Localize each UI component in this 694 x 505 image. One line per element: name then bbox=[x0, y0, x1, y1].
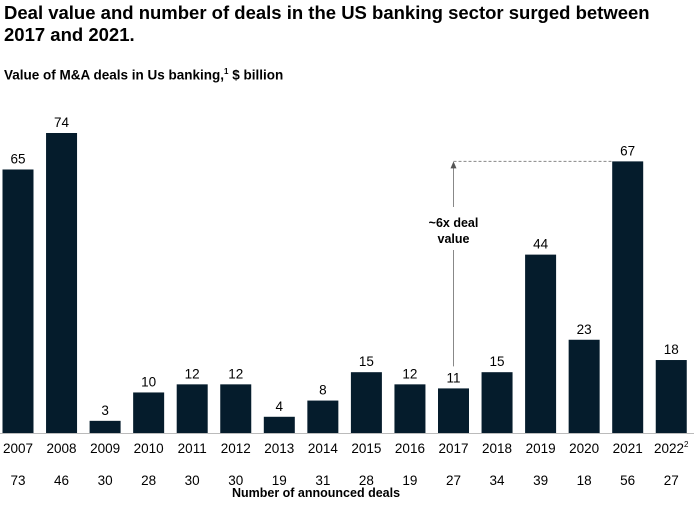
data-label-2020: 23 bbox=[577, 322, 592, 337]
subtitle-text: Value of M&A deals in Us banking, bbox=[4, 67, 225, 83]
data-label-2014: 8 bbox=[319, 383, 327, 398]
bar-2022 bbox=[655, 360, 687, 433]
data-label-2022: 18 bbox=[664, 342, 679, 357]
arrowhead-icon bbox=[450, 161, 457, 169]
data-label-2017: 11 bbox=[446, 370, 460, 385]
bar-2019 bbox=[525, 254, 557, 433]
bar-2013 bbox=[263, 416, 295, 433]
bar-2021 bbox=[612, 161, 644, 434]
bar-2015 bbox=[350, 372, 382, 433]
bar-2020 bbox=[568, 339, 600, 433]
deal-count-2017: 27 bbox=[446, 473, 461, 488]
annotation-text-2: value bbox=[438, 232, 470, 246]
chart-title: Deal value and number of deals in the US… bbox=[4, 2, 650, 45]
data-label-2011: 12 bbox=[185, 366, 200, 381]
subtitle-footnote: 1 bbox=[224, 67, 229, 76]
deal-count-2010: 28 bbox=[141, 473, 156, 488]
tick-label-2021: 2021 bbox=[613, 441, 643, 456]
deal-count-2014: 31 bbox=[315, 473, 330, 488]
data-label-2016: 12 bbox=[402, 366, 417, 381]
bar-2016 bbox=[394, 384, 426, 433]
tick-label-2012: 2012 bbox=[221, 441, 251, 456]
bar-2011 bbox=[176, 384, 208, 433]
tick-label-2009: 2009 bbox=[90, 441, 120, 456]
tick-label-2015: 2015 bbox=[351, 441, 381, 456]
chart-subtitle: Value of M&A deals in Us banking,1 $ bil… bbox=[4, 67, 283, 83]
data-label-2019: 44 bbox=[533, 237, 549, 252]
data-label-2007: 65 bbox=[10, 151, 25, 166]
deal-count-2016: 19 bbox=[402, 473, 417, 488]
tick-label-2019: 2019 bbox=[526, 441, 556, 456]
bar-2010 bbox=[133, 392, 165, 433]
deal-count-2012: 30 bbox=[228, 473, 243, 488]
deal-count-2009: 30 bbox=[98, 473, 113, 488]
data-label-2015: 15 bbox=[359, 354, 374, 369]
tick-label-2010: 2010 bbox=[134, 441, 164, 456]
deal-count-label: Number of announced deals bbox=[231, 486, 401, 500]
tick-label-2020: 2020 bbox=[569, 441, 599, 456]
tick-label-2008: 2008 bbox=[47, 441, 77, 456]
data-label-2008: 74 bbox=[54, 115, 70, 130]
data-label-2013: 4 bbox=[276, 399, 284, 414]
tick-label-2018: 2018 bbox=[482, 441, 512, 456]
bar-2009 bbox=[89, 420, 121, 433]
data-label-2009: 3 bbox=[101, 403, 109, 418]
deal-count-2007: 73 bbox=[10, 473, 25, 488]
bar-2012 bbox=[220, 384, 252, 433]
tick-label-2022: 20222 bbox=[654, 440, 689, 456]
bar-2014 bbox=[307, 400, 339, 433]
tick-label-2013: 2013 bbox=[264, 441, 294, 456]
bar-2018 bbox=[481, 372, 513, 433]
deal-count-2015: 28 bbox=[359, 473, 374, 488]
data-label-2010: 10 bbox=[141, 374, 156, 389]
tick-label-2016: 2016 bbox=[395, 441, 425, 456]
deal-count-2018: 34 bbox=[490, 473, 506, 488]
tick-label-2007: 2007 bbox=[3, 441, 33, 456]
deal-count-2021: 56 bbox=[620, 473, 635, 488]
annotation-text-1: ~6x deal bbox=[429, 216, 479, 230]
deal-count-2011: 30 bbox=[185, 473, 200, 488]
subtitle-unit: $ billion bbox=[232, 67, 284, 83]
deal-count-2020: 18 bbox=[577, 473, 592, 488]
data-label-2021: 67 bbox=[620, 143, 635, 158]
bar-2008 bbox=[46, 133, 78, 433]
tick-label-2014: 2014 bbox=[308, 441, 339, 456]
deal-count-2008: 46 bbox=[54, 473, 69, 488]
deal-count-2013: 19 bbox=[272, 473, 287, 488]
deal-count-2019: 39 bbox=[533, 473, 548, 488]
data-label-2018: 15 bbox=[490, 354, 505, 369]
data-label-2012: 12 bbox=[228, 366, 243, 381]
bar-2017 bbox=[438, 388, 469, 433]
tick-label-2017: 2017 bbox=[438, 441, 468, 456]
deal-count-2022: 27 bbox=[664, 473, 679, 488]
bar-2007 bbox=[2, 169, 34, 433]
tick-label-2011: 2011 bbox=[178, 441, 207, 456]
